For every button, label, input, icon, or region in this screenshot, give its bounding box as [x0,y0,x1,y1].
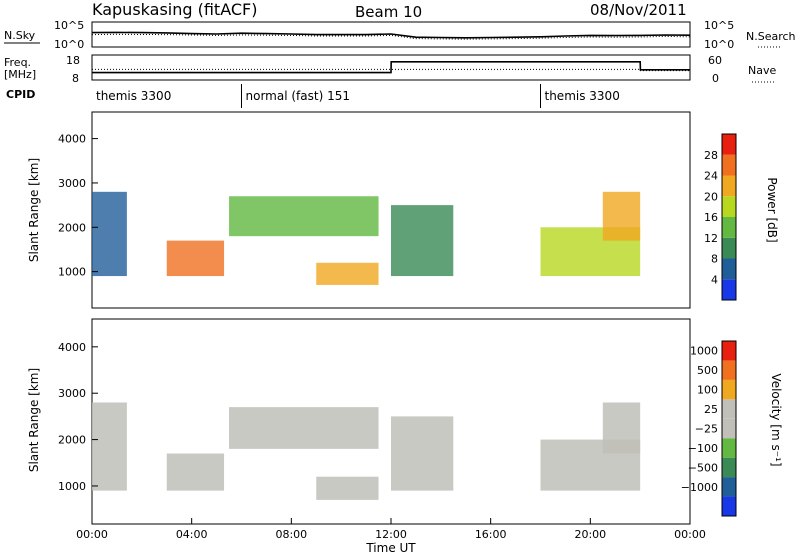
colorbar-tick-label: 28 [704,149,718,162]
velocity-colorbar-label: Velocity [m s⁻¹] [769,373,783,466]
colorbar-tick-label: 8 [711,253,718,266]
y-tick-label: 1000 [58,480,86,493]
date-title: 08/Nov/2011 [590,1,687,19]
colorbar-segment [722,399,736,419]
x-tick-label: 08:00 [275,528,307,541]
scatter-region [92,402,127,491]
colorbar-tick-label: 12 [704,232,718,245]
freq-left-label: Freq. [4,56,31,69]
colorbar-segment [722,496,736,516]
cpid-segment-label: normal (fast) 151 [246,89,350,103]
noise-left-tick-top: 10^5 [54,19,84,32]
frequency-series-line [92,60,690,74]
noise-series-line [91,33,691,40]
frequency-panel-frame [91,54,691,81]
colorbar-tick-label: 16 [704,211,718,224]
y-tick-label: 4000 [58,133,86,146]
freq-left-tick-bottom: 8 [72,72,79,85]
scatter-region [602,402,641,454]
scatter-region [229,407,379,449]
noise-left-tick-bottom: 10^0 [54,38,84,51]
y-tick-label: 1000 [58,266,86,279]
freq-right-tick-top: 60 [708,54,722,67]
freq-left-unit: [MHz] [4,68,36,81]
x-axis-label: Time UT [365,541,416,554]
colorbar-tick-label: 20 [704,190,718,203]
colorbar-tick-label: −100 [688,442,718,455]
colorbar-tick-label: −25 [695,423,718,436]
y-tick-label: 4000 [58,341,86,354]
colorbar-segment [722,258,736,280]
colorbar-segment [722,279,736,300]
power-ylabel: Slant Range [km] [27,158,41,262]
y-tick-label: 2000 [58,434,86,447]
colorbar-frame [721,340,737,517]
colorbar-tick-label: 100 [697,384,718,397]
power-colorbar-label: Power [dB] [765,177,779,242]
scatter-region [391,416,454,491]
noise-series-line [91,31,691,39]
freq-left-tick-top: 18 [66,54,80,67]
colorbar-segment [722,154,736,176]
colorbar-segment [722,196,736,217]
colorbar-segment [722,438,736,458]
freq-right-tick-bottom: 0 [712,72,719,85]
colorbar-segment [722,175,736,197]
y-tick-label: 2000 [58,221,86,234]
scatter-region [229,196,379,237]
scatter-region [166,240,225,277]
colorbar-segment [722,217,736,238]
scatter-region [602,191,641,241]
colorbar-segment [722,457,736,478]
y-tick-label: 3000 [58,177,86,190]
colorbar-tick-label: −1000 [681,481,718,494]
x-tick-label: 16:00 [475,528,507,541]
x-tick-label: 20:00 [574,528,606,541]
cpid-segment-label: themis 3300 [96,89,171,103]
colorbar-tick-label: −500 [688,461,718,474]
colorbar-segment [722,418,736,439]
colorbar-tick-label: 1000 [690,345,718,358]
x-tick-label: 04:00 [176,528,208,541]
scatter-region [92,191,127,277]
noise-panel: N.Sky 10^5 10^0 10^5 10^0 N.Search [4,19,796,51]
nave-series-line [92,68,690,72]
frequency-panel: Freq. [MHz] 18 8 60 0 Nave [4,54,776,85]
scatter-region [391,205,454,277]
y-tick-label: 3000 [58,387,86,400]
colorbar-segment [722,341,736,361]
colorbar-segment [722,134,736,155]
colorbar-segment [722,360,736,380]
noise-right-tick-top: 10^5 [704,19,734,32]
cpid-panel: CPID themis 3300 normal (fast) 151 themis … [6,84,620,108]
freq-right-label: Nave [748,64,776,77]
scatter-region [316,262,379,285]
colorbar-frame [721,133,737,301]
colorbar-tick-label: 25 [704,403,718,416]
colorbar-segment [722,379,736,400]
colorbar-tick-label: 4 [711,273,718,286]
scatter-region [316,476,379,500]
power-panel: Slant Range [km] 1000 2000 3000 4000 4 8 12 16… [27,111,779,309]
scatter-region [166,453,225,491]
colorbar-tick-label: 500 [697,364,718,377]
noise-right-tick-bottom: 10^0 [704,38,734,51]
x-tick-label: 12:00 [375,528,407,541]
x-tick-label: 00:00 [76,528,108,541]
noise-right-label: N.Search [746,30,796,43]
x-tick-label: 00:00 [674,528,706,541]
noise-left-label: N.Sky [4,29,36,42]
colorbar-segment [722,237,736,259]
colorbar-segment [722,477,736,497]
velocity-ylabel: Slant Range [km] [27,368,41,472]
cpid-segment-label: themis 3300 [545,89,620,103]
velocity-panel: Slant Range [km] 1000 2000 3000 4000 1000 50… [27,318,783,554]
beam-title: Beam 10 [355,3,422,21]
cpid-label: CPID [6,88,35,101]
colorbar-tick-label: 24 [704,170,718,183]
station-title: Kapuskasing (fitACF) [92,0,257,19]
